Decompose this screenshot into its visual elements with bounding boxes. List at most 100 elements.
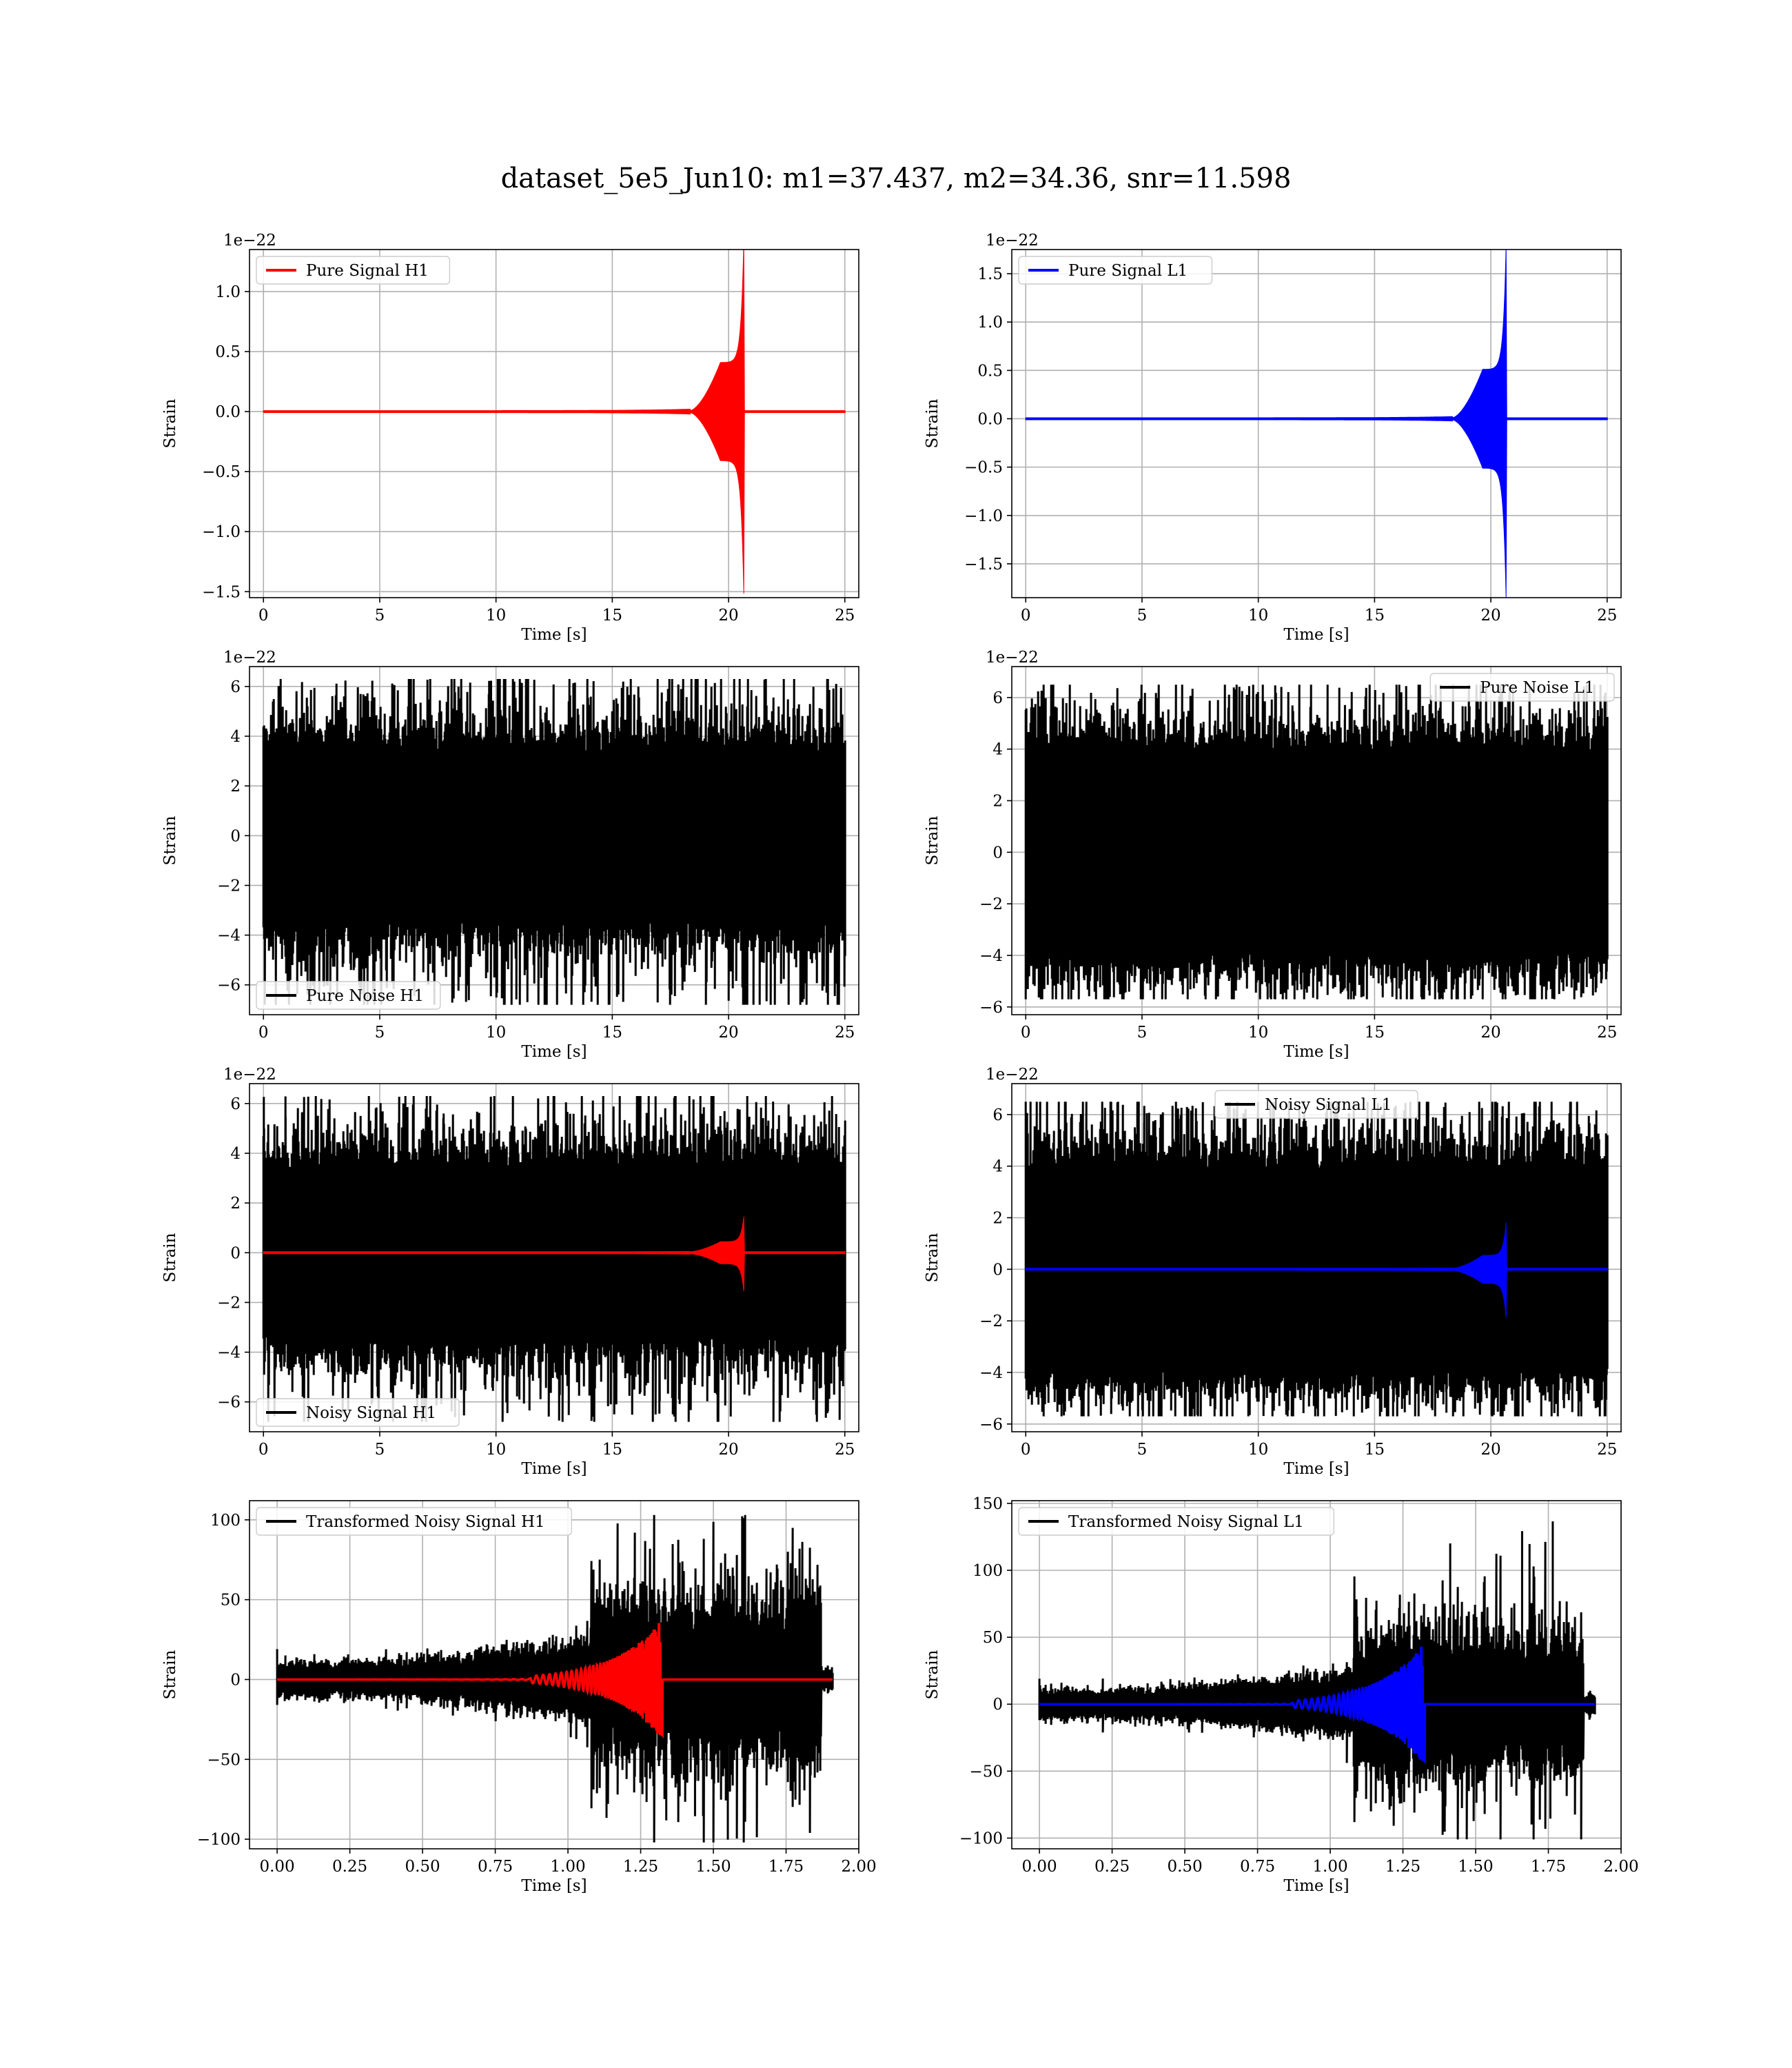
x-tick-label: 20: [1480, 607, 1500, 625]
x-tick-label: 0.00: [1021, 1858, 1057, 1876]
y-tick-label: 4: [992, 741, 1003, 759]
panel-pure-signal-l1: 0 5 10 15 20 25 −1.5 −1.0 −0.5 0.0 0.5 1.0 1.5 Time […: [924, 232, 1622, 644]
offset-text: 1e−22: [223, 232, 276, 250]
x-tick-label: 15: [602, 607, 622, 625]
x-tick-label: 0: [1021, 1024, 1031, 1042]
x-tick-label: 25: [1597, 1441, 1617, 1459]
figure-title: dataset_5e5_Jun10: m1=37.437, m2=34.36, …: [501, 163, 1292, 194]
y-tick-label: 1.0: [977, 314, 1003, 332]
x-tick-label: 1.75: [768, 1858, 804, 1876]
x-tick-label: 15: [602, 1024, 622, 1042]
legend-box: [1214, 1090, 1418, 1119]
legend-box: [256, 981, 441, 1010]
y-tick-label: 2: [230, 778, 241, 795]
offset-text: 1e−22: [986, 232, 1039, 250]
y-tick-label: 0.5: [977, 362, 1003, 380]
legend-entry: Pure Signal L1: [1068, 262, 1188, 280]
x-tick-label: 0: [258, 607, 269, 625]
axes-frame: [1011, 1083, 1622, 1432]
y-tick-label: 2: [230, 1195, 241, 1213]
series-line: [262, 1095, 846, 1422]
x-tick-label: 1.75: [1531, 1858, 1566, 1876]
y-tick-label: −4: [217, 927, 241, 945]
plot-area: [276, 1514, 834, 1843]
x-tick-label: 1.25: [1385, 1858, 1421, 1876]
y-tick-label: 50: [221, 1592, 241, 1610]
x-tick-label: 20: [718, 1441, 738, 1459]
panel-pure-noise-h1: 0 5 10 15 20 25 −6 −4 −2 0 2 4 6 Time [s] Strain 1e−22 P…: [161, 649, 859, 1061]
y-tick-label: 0.5: [215, 343, 241, 361]
x-tick-label: 1.50: [695, 1858, 731, 1876]
plot-area: [1024, 685, 1609, 1000]
x-tick-label: 15: [602, 1441, 622, 1459]
x-tick-label: 20: [1480, 1441, 1500, 1459]
series-line: [1024, 685, 1609, 1000]
y-tick-label: −1.0: [202, 523, 241, 541]
series-line: [1025, 250, 1608, 598]
axes-frame: [249, 1500, 859, 1849]
y-tick-label: −100: [959, 1829, 1003, 1847]
x-tick-label: 5: [375, 607, 385, 625]
y-tick-label: −1.0: [964, 507, 1003, 525]
x-tick-label: 10: [486, 1024, 506, 1042]
x-tick-label: 1.50: [1458, 1858, 1493, 1876]
legend: Pure Signal L1: [1018, 256, 1213, 285]
x-tick-label: 2.00: [841, 1858, 876, 1876]
legend: Transformed Noisy Signal L1: [1018, 1507, 1334, 1536]
y-tick-label: −4: [979, 947, 1003, 965]
x-tick-label: 0: [258, 1024, 269, 1042]
panel-noisy-signal-h1: 0 5 10 15 20 25 −6 −4 −2 0 2 4 6 Time [s] Strain 1e−22 N…: [161, 1066, 859, 1478]
x-tick-label: 15: [1365, 1024, 1385, 1042]
x-tick-label: 0: [1021, 607, 1031, 625]
y-tick-label: −2: [217, 1294, 241, 1312]
legend-box: [1018, 1507, 1334, 1536]
y-tick-label: 100: [210, 1512, 241, 1530]
y-axis-label: Strain: [924, 1233, 941, 1282]
series-line: [263, 1216, 846, 1292]
y-tick-label: 0: [230, 1671, 241, 1689]
legend-box: [1018, 256, 1213, 285]
panel-pure-signal-h1: 0 5 10 15 20 25 −1.5 −1.0 −0.5 0.0 0.5 1.0 Time [s] S…: [161, 232, 859, 644]
plot-area: [262, 678, 846, 1005]
axes-frame: [249, 666, 859, 1015]
y-tick-label: −6: [979, 999, 1003, 1017]
y-tick-label: 2: [992, 793, 1003, 811]
axes-frame: [249, 249, 859, 598]
legend: Noisy Signal H1: [256, 1398, 460, 1427]
y-tick-label: −2: [217, 877, 241, 895]
y-tick-label: 6: [992, 689, 1003, 707]
y-axis-label: Strain: [161, 815, 179, 865]
x-axis-label: Time [s]: [521, 626, 587, 644]
x-axis-label: Time [s]: [1283, 1043, 1349, 1061]
y-tick-label: −50: [969, 1763, 1003, 1781]
axes-frame: [1011, 666, 1622, 1015]
legend: Pure Noise H1: [256, 981, 441, 1010]
panel-pure-noise-l1: 0 5 10 15 20 25 −6 −4 −2 0 2 4 6 Time [s] Strain 1e−22 P…: [924, 649, 1622, 1061]
plot-area: [1024, 1102, 1609, 1417]
x-tick-label: 0.25: [1094, 1858, 1130, 1876]
y-tick-label: −4: [979, 1364, 1003, 1382]
legend-box: [256, 256, 451, 285]
legend: Noisy Signal L1: [1214, 1090, 1418, 1119]
y-tick-label: 1.5: [977, 265, 1003, 283]
x-tick-label: 20: [718, 607, 738, 625]
series-line: [277, 1623, 833, 1738]
y-tick-label: 0: [992, 1261, 1003, 1279]
plot-area: [263, 250, 846, 594]
legend-entry: Noisy Signal H1: [306, 1404, 436, 1422]
x-tick-label: 20: [718, 1024, 738, 1042]
x-tick-label: 5: [1137, 1441, 1148, 1459]
panel-transformed-noisy-signal-h1: 0.00 0.25 0.50 0.75 1.00 1.25 1.50 1.75 2.00 −100…: [161, 1500, 877, 1895]
y-tick-label: 0: [230, 827, 241, 845]
y-tick-label: −50: [207, 1751, 241, 1769]
x-tick-label: 25: [1597, 607, 1617, 625]
axes-frame: [249, 1083, 859, 1432]
x-tick-label: 25: [835, 607, 855, 625]
legend-box: [1429, 673, 1615, 702]
x-tick-label: 0: [1021, 1441, 1031, 1459]
y-axis-label: Strain: [924, 398, 941, 448]
x-tick-label: 2.00: [1603, 1858, 1638, 1876]
x-tick-label: 10: [1248, 1024, 1268, 1042]
x-tick-label: 5: [1137, 607, 1148, 625]
y-tick-label: 4: [992, 1158, 1003, 1176]
